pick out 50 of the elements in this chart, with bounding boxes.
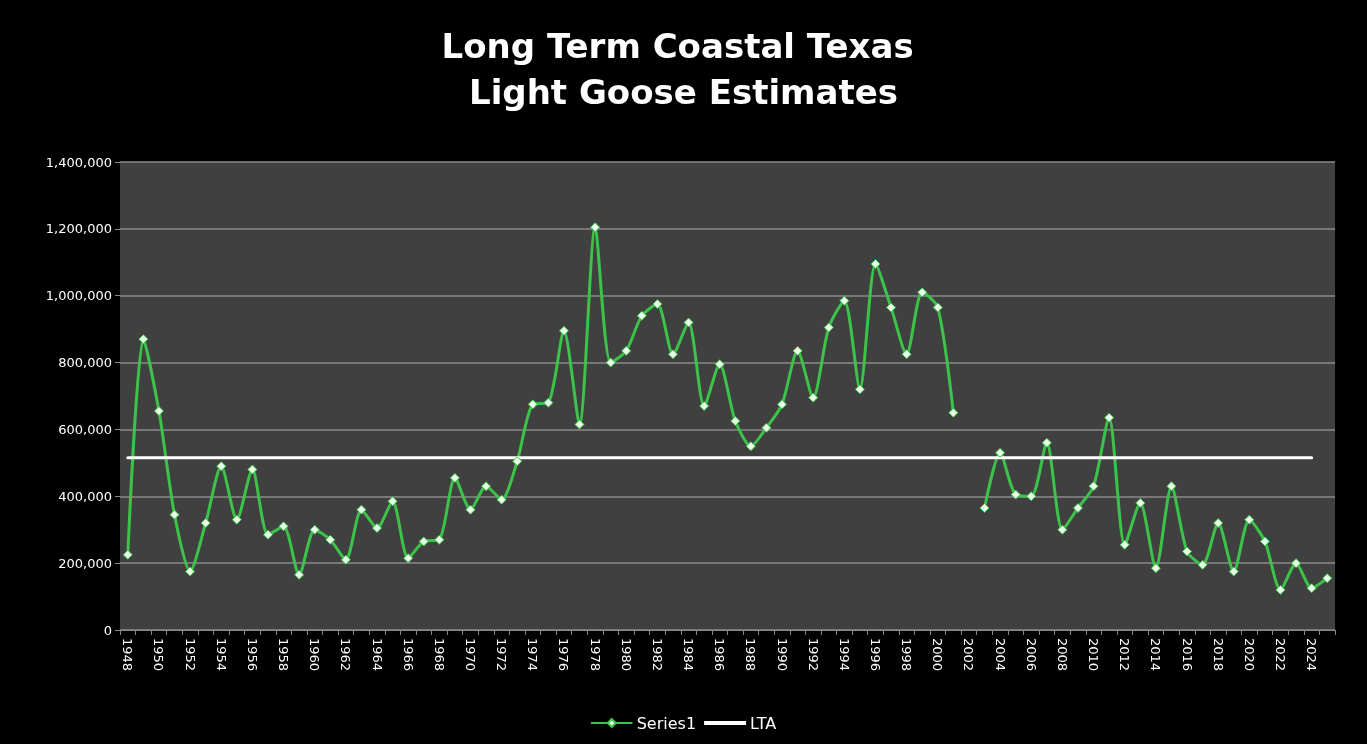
x-tick-label: 1954 xyxy=(213,638,229,672)
x-tick-label: 2006 xyxy=(1023,638,1039,672)
x-tick-label: 2022 xyxy=(1272,638,1288,672)
x-tick-label: 1964 xyxy=(369,638,385,672)
x-tick-label: 1990 xyxy=(774,638,790,672)
x-tick-label: 1998 xyxy=(899,638,915,672)
x-tick-label: 1970 xyxy=(462,638,478,672)
x-tick-label: 1996 xyxy=(867,638,883,672)
x-tick-label: 1966 xyxy=(400,638,416,672)
x-tick-label: 2010 xyxy=(1086,638,1102,672)
x-tick-label: 2024 xyxy=(1304,638,1320,672)
x-tick-label: 1984 xyxy=(681,638,697,672)
x-tick-label: 1986 xyxy=(712,638,728,672)
y-tick-label: 400,000 xyxy=(58,488,112,504)
x-tick-label: 2018 xyxy=(1210,638,1226,672)
x-tick-label: 2016 xyxy=(1179,638,1195,672)
x-tick-label: 1992 xyxy=(805,638,821,672)
x-tick-label: 2020 xyxy=(1241,638,1257,672)
x-tick-label: 1956 xyxy=(244,638,260,672)
x-tick-label: 2000 xyxy=(930,638,946,672)
x-tick-label: 1976 xyxy=(556,638,572,672)
y-tick-label: 1,000,000 xyxy=(45,288,112,304)
x-tick-label: 1948 xyxy=(120,638,136,672)
x-tick-label: 2008 xyxy=(1054,638,1070,672)
legend-label: Series1 xyxy=(636,713,697,733)
legend-label: LTA xyxy=(750,713,777,733)
chart-title: Long Term Coastal Texas Light Goose Estimates xyxy=(441,26,926,112)
y-tick-label: 800,000 xyxy=(58,355,112,371)
y-tick-label: 0 xyxy=(103,622,112,638)
x-tick-label: 1978 xyxy=(587,638,603,672)
y-tick-label: 600,000 xyxy=(58,421,112,437)
x-tick-label: 2004 xyxy=(992,638,1008,672)
x-tick-label: 1974 xyxy=(525,638,541,672)
x-tick-label: 1958 xyxy=(276,638,292,672)
x-tick-label: 1988 xyxy=(743,638,759,672)
x-tick-label: 2002 xyxy=(961,638,977,672)
y-tick-label: 1,200,000 xyxy=(45,221,112,237)
x-tick-label: 1980 xyxy=(618,638,634,672)
y-tick-label: 1,400,000 xyxy=(45,154,112,170)
x-tick-label: 1982 xyxy=(649,638,665,672)
x-tick-label: 1968 xyxy=(431,638,447,672)
x-tick-label: 1950 xyxy=(151,638,167,672)
x-tick-label: 2014 xyxy=(1148,638,1164,672)
x-tick-label: 1994 xyxy=(836,638,852,672)
x-tick-label: 2012 xyxy=(1117,638,1133,672)
x-tick-label: 1960 xyxy=(307,638,323,672)
y-tick-label: 200,000 xyxy=(58,555,112,571)
x-tick-label: 1962 xyxy=(338,638,354,672)
x-tick-label: 1952 xyxy=(182,638,198,672)
x-tick-label: 1972 xyxy=(494,638,510,672)
